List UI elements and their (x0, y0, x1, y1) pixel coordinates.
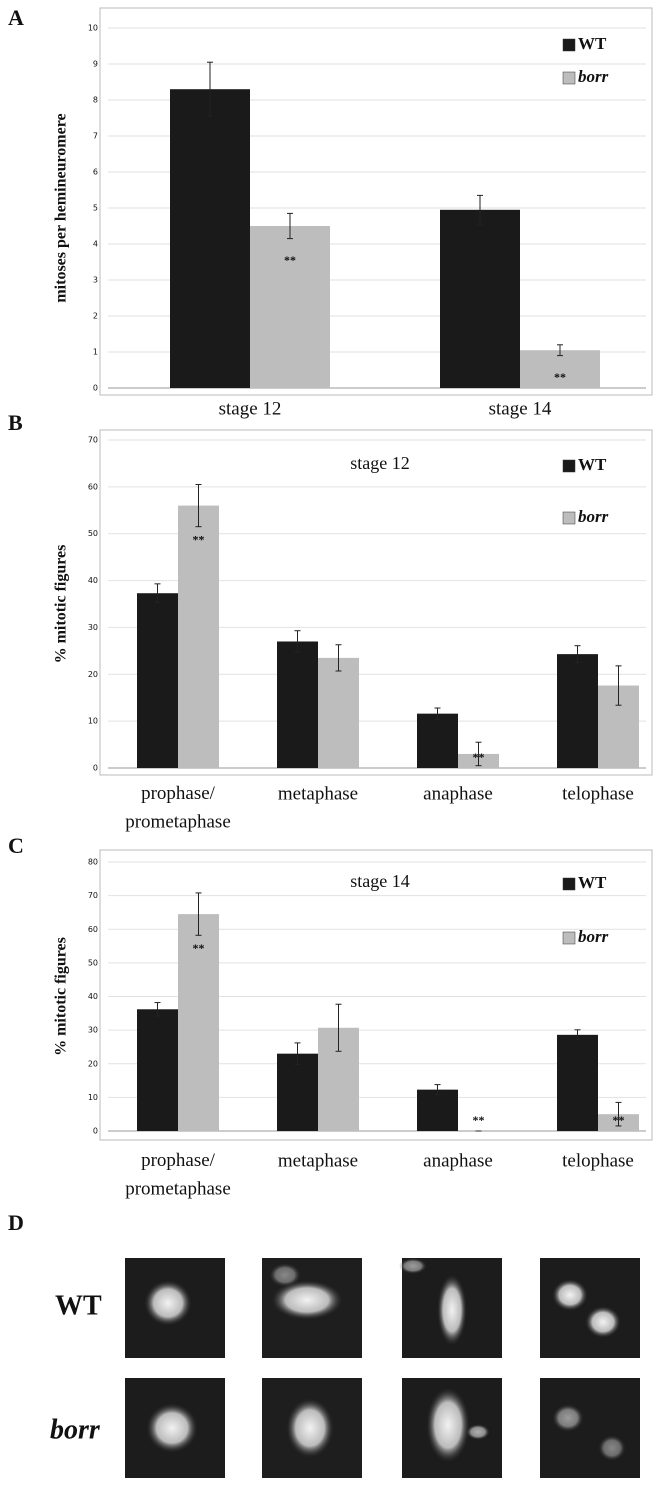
y-tick-label: 10 (88, 1093, 98, 1102)
annotation: ** (473, 750, 485, 764)
chart-title: stage 14 (350, 871, 409, 891)
bar (250, 226, 330, 388)
bar (277, 641, 318, 768)
annotation: ** (193, 532, 205, 546)
y-tick-label: 1 (93, 348, 98, 357)
bar (137, 593, 178, 768)
x-tick-label: metaphase (278, 783, 358, 804)
legend-swatch (563, 72, 575, 84)
y-axis-label: % mitotic figures (53, 545, 70, 664)
y-axis-label: % mitotic figures (53, 937, 70, 1056)
legend-label: WT (578, 873, 607, 892)
legend-swatch (563, 39, 575, 51)
row-label: WT (55, 1290, 102, 1321)
legend-swatch (563, 878, 575, 890)
bar (318, 658, 359, 768)
bar (440, 210, 520, 388)
legend-label: borr (578, 507, 609, 526)
micrographs (125, 1258, 640, 1478)
y-tick-label: 70 (88, 891, 98, 900)
annotation: ** (284, 253, 296, 267)
y-tick-label: 7 (93, 132, 98, 141)
annotation: ** (193, 941, 205, 955)
x-tick-label: telophase (562, 783, 634, 804)
legend-swatch (563, 460, 575, 472)
y-tick-label: 10 (88, 717, 98, 726)
y-tick-label: 60 (88, 925, 98, 934)
y-tick-label: 10 (88, 24, 98, 33)
bar (417, 714, 458, 768)
y-axis-label: mitoses per hemineuromere (53, 113, 70, 302)
y-tick-label: 8 (93, 96, 98, 105)
figure: A B C D WT borr 0 1 2 3 4 5 6 7 8 9 10 mitoses per … (0, 0, 660, 1510)
x-tick-label: prophase/prometaphase (125, 1150, 231, 1200)
x-tick-label: anaphase (423, 1150, 493, 1171)
y-tick-label: 20 (88, 670, 98, 679)
panel-label: D (8, 1210, 24, 1235)
y-tick-label: 30 (88, 623, 98, 632)
x-tick-label: anaphase (423, 783, 493, 804)
y-tick-label: 0 (93, 1127, 98, 1136)
bar (170, 89, 250, 388)
bar (417, 1090, 458, 1131)
x-tick-label: telophase (562, 1150, 634, 1171)
y-tick-label: 9 (93, 60, 98, 69)
chart-title: stage 12 (350, 453, 409, 473)
y-tick-label: 30 (88, 1026, 98, 1035)
bar (277, 1054, 318, 1131)
y-tick-label: 50 (88, 958, 98, 967)
y-tick-label: 2 (93, 312, 98, 321)
legend-swatch (563, 512, 575, 524)
y-tick-label: 50 (88, 529, 98, 538)
legend-label: WT (578, 455, 607, 474)
y-tick-label: 70 (88, 436, 98, 445)
y-tick-label: 6 (93, 168, 98, 177)
y-tick-label: 40 (88, 576, 98, 585)
y-tick-label: 4 (93, 240, 98, 249)
x-tick-label: prophase/prometaphase (125, 783, 231, 833)
x-tick-label: stage 14 (489, 398, 552, 419)
y-tick-label: 0 (93, 764, 98, 773)
panel-label: C (8, 833, 24, 858)
bar (557, 1035, 598, 1131)
x-tick-label: metaphase (278, 1150, 358, 1171)
legend-label: borr (578, 927, 609, 946)
legend-swatch (563, 932, 575, 944)
legend-label: borr (578, 67, 609, 86)
y-tick-label: 60 (88, 482, 98, 491)
y-tick-label: 20 (88, 1059, 98, 1068)
bar (557, 654, 598, 768)
bar (137, 1009, 178, 1131)
panel-label: A (8, 5, 24, 30)
annotation: ** (473, 1113, 485, 1127)
y-tick-label: 5 (93, 204, 98, 213)
annotation: ** (613, 1113, 625, 1127)
y-tick-label: 3 (93, 276, 98, 285)
annotation: ** (554, 370, 566, 384)
x-tick-label: stage 12 (219, 398, 282, 419)
y-tick-label: 40 (88, 992, 98, 1001)
legend-label: WT (578, 34, 607, 53)
y-tick-label: 80 (88, 858, 98, 867)
y-tick-label: 0 (93, 384, 98, 393)
panel-label: B (8, 410, 23, 435)
row-label: borr (50, 1414, 101, 1445)
